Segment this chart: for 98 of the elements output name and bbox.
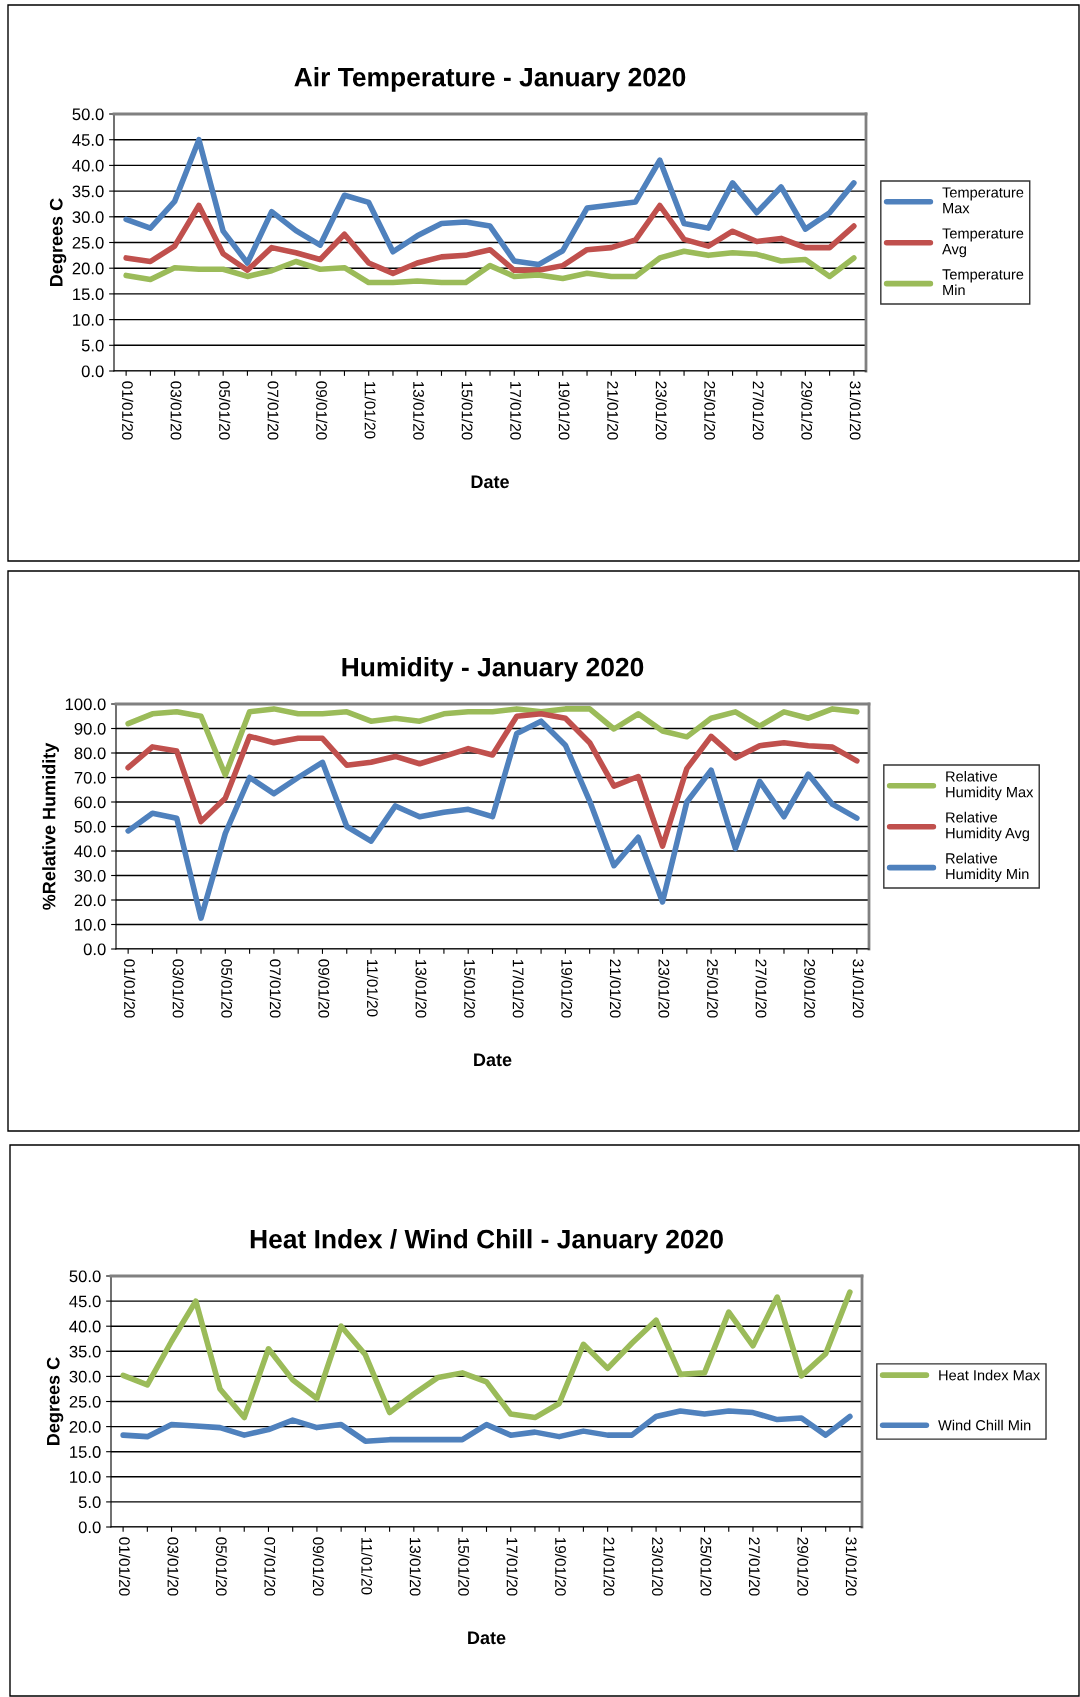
chart-title: Humidity - January 2020	[342, 657, 644, 682]
legend-label: Temperature Min	[942, 269, 1024, 296]
y-tick-label: 20.0	[69, 1421, 101, 1433]
x-tick-label: 17/01/20	[510, 381, 522, 440]
x-tick-label: 27/01/20	[752, 381, 764, 440]
y-tick-label: 45.0	[72, 134, 104, 146]
x-tick-label: 15/01/20	[464, 959, 476, 1018]
y-tick-label: 25.0	[69, 1395, 101, 1408]
x-tick-label: 29/01/20	[797, 1537, 809, 1596]
x-tick-label: 09/01/20	[312, 1537, 325, 1596]
y-tick-label: 80.0	[74, 747, 106, 760]
y-tick-label: 25.0	[72, 236, 104, 249]
x-tick-label: 27/01/20	[748, 1537, 761, 1596]
legend-label: Relative Humidity Min	[946, 852, 1029, 883]
x-tick-label: 27/01/20	[755, 959, 767, 1018]
x-tick-label: 21/01/20	[607, 381, 619, 440]
x-tick-label: 15/01/20	[461, 381, 473, 440]
y-tick-label: 35.0	[69, 1345, 101, 1358]
x-tick-label: 19/01/20	[558, 381, 570, 440]
legend-label: Heat Index Max	[939, 1369, 1041, 1381]
x-tick-label: 17/01/20	[506, 1537, 518, 1596]
x-tick-label: 07/01/20	[267, 381, 279, 440]
y-tick-label: 50.0	[74, 820, 106, 833]
x-tick-label: 11/01/20	[364, 381, 376, 439]
legend-label: Relative Humidity Avg	[946, 811, 1029, 842]
x-tick-label: 23/01/20	[655, 381, 667, 440]
x-tick-label: 07/01/20	[264, 1537, 276, 1596]
x-tick-label: 15/01/20	[458, 1537, 470, 1596]
x-tick-label: 23/01/20	[651, 1537, 664, 1596]
x-tick-label: 05/01/20	[219, 381, 231, 440]
x-tick-label: 25/01/20	[704, 381, 716, 440]
y-axis-title: Degrees C	[49, 198, 67, 286]
x-axis-title: Date	[468, 1631, 506, 1645]
y-tick-label: 10.0	[73, 314, 104, 326]
y-tick-label: 20.0	[72, 262, 104, 275]
y-tick-label: 100.0	[65, 698, 106, 711]
legend-label: Relative Humidity Max	[946, 770, 1034, 801]
x-tick-label: 05/01/20	[221, 959, 233, 1018]
x-tick-label: 21/01/20	[609, 959, 622, 1018]
x-tick-label: 13/01/20	[413, 381, 425, 440]
x-tick-label: 01/01/20	[122, 381, 134, 440]
y-tick-label: 0.0	[81, 365, 104, 378]
x-tick-label: 13/01/20	[415, 959, 427, 1018]
y-tick-label: 50.0	[72, 108, 104, 121]
y-tick-label: 40.0	[74, 845, 106, 858]
y-tick-label: 90.0	[74, 722, 106, 735]
y-tick-label: 30.0	[72, 211, 104, 223]
x-tick-label: 11/01/20	[361, 1537, 373, 1595]
x-tick-label: 01/01/20	[119, 1537, 131, 1596]
x-tick-label: 19/01/20	[561, 959, 573, 1018]
y-tick-label: 30.0	[74, 869, 106, 882]
chart-title: Heat Index / Wind Chill - January 2020	[250, 1229, 723, 1254]
y-axis-title: %Relative Humidity	[42, 742, 60, 910]
x-tick-label: 03/01/20	[170, 381, 182, 440]
x-tick-label: 19/01/20	[555, 1537, 567, 1596]
x-tick-label: 17/01/20	[512, 959, 524, 1018]
y-tick-label: 70.0	[74, 771, 106, 784]
x-tick-label: 03/01/20	[167, 1537, 179, 1596]
y-tick-label: 40.0	[72, 159, 104, 172]
x-tick-label: 25/01/20	[707, 959, 719, 1018]
y-tick-label: 10.0	[75, 918, 106, 931]
y-tick-label: 5.0	[81, 339, 104, 352]
legend-label: Temperature Avg	[942, 228, 1024, 258]
y-tick-label: 60.0	[74, 796, 106, 809]
y-tick-label: 35.0	[72, 185, 104, 198]
y-tick-label: 30.0	[69, 1370, 101, 1383]
y-tick-label: 0.0	[83, 943, 106, 956]
legend-label: Wind Chill Min	[938, 1419, 1031, 1431]
x-tick-label: 05/01/20	[215, 1537, 228, 1596]
x-tick-label: 13/01/20	[409, 1537, 421, 1596]
y-tick-label: 15.0	[73, 288, 104, 301]
x-tick-label: 09/01/20	[316, 381, 328, 440]
x-tick-label: 25/01/20	[700, 1537, 712, 1596]
y-tick-label: 0.0	[78, 1521, 101, 1534]
x-tick-label: 03/01/20	[172, 959, 184, 1018]
legend-label: Temperature Max	[942, 187, 1024, 214]
x-tick-label: 23/01/20	[658, 959, 670, 1018]
x-tick-label: 21/01/20	[603, 1537, 615, 1596]
y-tick-label: 5.0	[78, 1496, 101, 1509]
chart-title: Air Temperature - January 2020	[294, 67, 686, 92]
y-tick-label: 45.0	[69, 1295, 101, 1308]
x-axis-title: Date	[474, 1053, 512, 1067]
y-tick-label: 50.0	[69, 1270, 101, 1283]
x-tick-label: 29/01/20	[801, 381, 813, 440]
x-tick-label: 31/01/20	[845, 1537, 858, 1596]
x-tick-label: 07/01/20	[269, 959, 282, 1018]
x-axis-title: Date	[471, 475, 509, 489]
x-tick-label: 09/01/20	[318, 959, 330, 1018]
y-axis-title: Degrees C	[46, 1357, 64, 1445]
y-tick-label: 20.0	[74, 894, 106, 907]
y-tick-label: 40.0	[69, 1320, 101, 1333]
y-tick-label: 15.0	[70, 1446, 101, 1458]
x-tick-label: 31/01/20	[852, 959, 864, 1018]
x-tick-label: 01/01/20	[124, 959, 136, 1018]
x-tick-label: 11/01/20	[366, 959, 379, 1017]
x-tick-label: 29/01/20	[804, 959, 816, 1018]
x-tick-label: 31/01/20	[849, 381, 861, 440]
y-tick-label: 10.0	[70, 1471, 101, 1483]
